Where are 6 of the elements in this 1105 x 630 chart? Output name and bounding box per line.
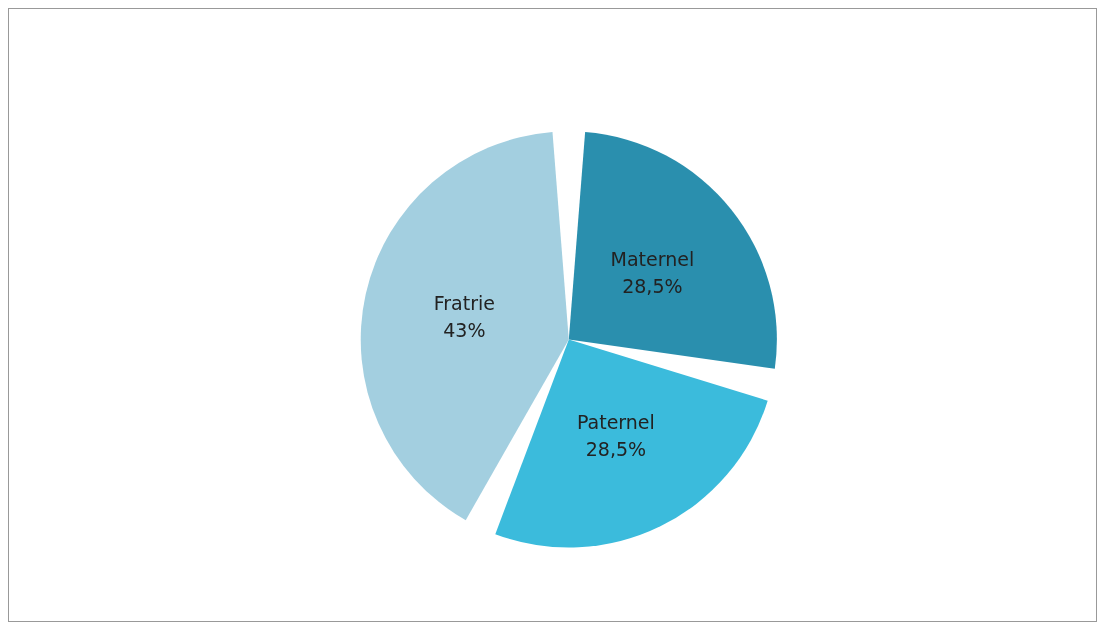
slice-label: Maternel [610, 248, 695, 271]
data-label: 28,5% [585, 438, 647, 461]
data-label: 28,5% [622, 275, 683, 298]
slice-label: Fratrie [433, 291, 495, 314]
data-label: 43% [443, 318, 486, 341]
slice-label: Paternel [576, 411, 655, 434]
